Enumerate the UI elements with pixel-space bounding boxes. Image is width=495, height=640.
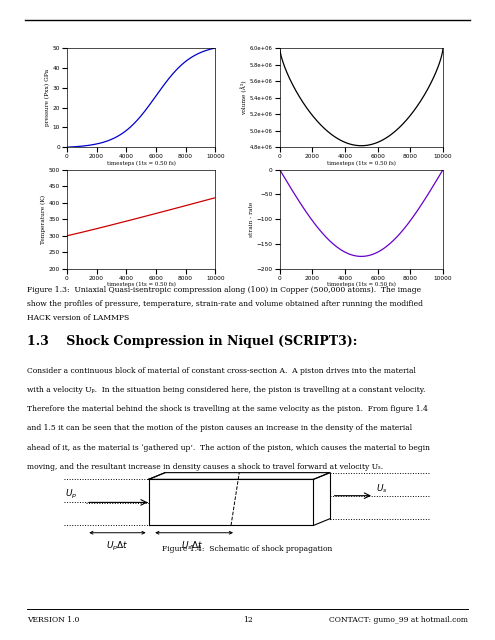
- X-axis label: timesteps (1ts = 0.50 fs): timesteps (1ts = 0.50 fs): [327, 161, 396, 166]
- X-axis label: timesteps (1ts = 0.50 fs): timesteps (1ts = 0.50 fs): [106, 282, 176, 287]
- Text: show the profiles of pressure, temperature, strain-rate and volume obtained afte: show the profiles of pressure, temperatu…: [27, 300, 423, 308]
- Y-axis label: volume (Å³): volume (Å³): [241, 80, 247, 115]
- X-axis label: timesteps (1ts = 0.50 fs): timesteps (1ts = 0.50 fs): [327, 282, 396, 287]
- Y-axis label: Temperature (K): Temperature (K): [41, 195, 46, 244]
- Y-axis label: pressure (Pxx) GPa: pressure (Pxx) GPa: [45, 69, 50, 126]
- Text: HACK version of LAMMPS: HACK version of LAMMPS: [27, 314, 130, 323]
- Text: moving, and the resultant increase in density causes a shock to travel forward a: moving, and the resultant increase in de…: [27, 463, 383, 470]
- Text: with a velocity Uₚ.  In the situation being considered here, the piston is trave: with a velocity Uₚ. In the situation bei…: [27, 386, 426, 394]
- Text: $U_p\Delta t$: $U_p\Delta t$: [106, 540, 129, 552]
- Text: and 1.5 it can be seen that the motion of the piston causes an increase in the d: and 1.5 it can be seen that the motion o…: [27, 424, 412, 433]
- Y-axis label: strain - rate: strain - rate: [249, 202, 254, 237]
- X-axis label: timesteps (1ts = 0.50 fs): timesteps (1ts = 0.50 fs): [106, 161, 176, 166]
- Text: ahead of it, as the material is ‘gathered up’.  The action of the piston, which : ahead of it, as the material is ‘gathere…: [27, 444, 430, 452]
- Text: $U_s$: $U_s$: [376, 482, 388, 495]
- Text: VERSION 1.0: VERSION 1.0: [27, 616, 80, 623]
- Text: CONTACT: gumo_99 at hotmail.com: CONTACT: gumo_99 at hotmail.com: [329, 616, 468, 623]
- Text: Therefore the material behind the shock is travelling at the same velocity as th: Therefore the material behind the shock …: [27, 405, 428, 413]
- Text: 12: 12: [243, 616, 252, 623]
- Text: $U_s\Delta t$: $U_s\Delta t$: [181, 540, 203, 552]
- Text: Figure 1.3:  Uniaxial Quasi-isentropic compression along (100) in Copper (500,00: Figure 1.3: Uniaxial Quasi-isentropic co…: [27, 286, 421, 294]
- Text: Figure 1.4:  Schematic of shock propagation: Figure 1.4: Schematic of shock propagati…: [162, 545, 333, 553]
- Text: $U_p$: $U_p$: [65, 488, 77, 502]
- Text: Consider a continuous block of material of constant cross-section A.  A piston d: Consider a continuous block of material …: [27, 367, 416, 375]
- Text: 1.3    Shock Compression in Niquel (SCRIPT3):: 1.3 Shock Compression in Niquel (SCRIPT3…: [27, 335, 357, 348]
